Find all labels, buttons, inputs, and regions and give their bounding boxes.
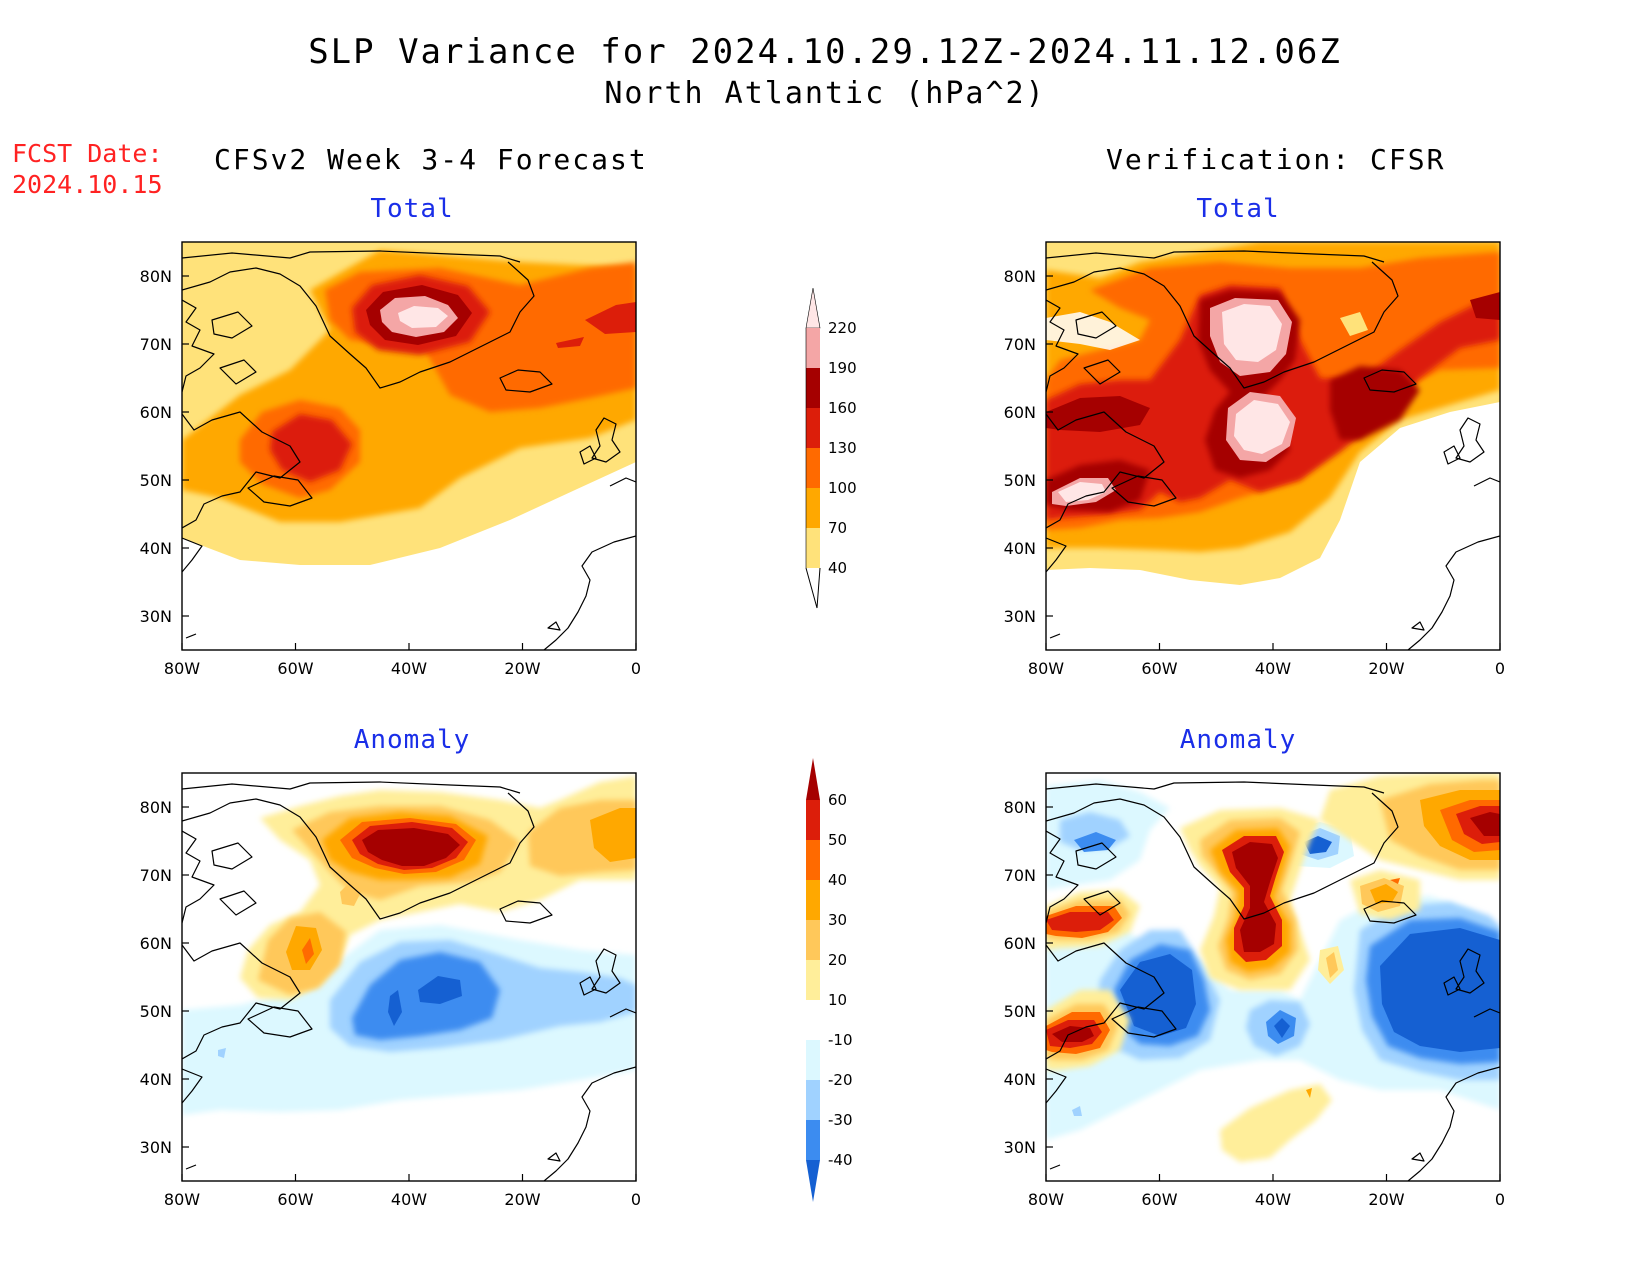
lon-tick-label: 0 [631, 1190, 641, 1209]
lat-tick-label: 70N [140, 866, 172, 885]
lat-tick-label: 70N [1004, 866, 1036, 885]
colorbar-segment [806, 920, 820, 960]
lon-tick-label: 40W [391, 1190, 427, 1209]
lat-tick-label: 40N [140, 539, 172, 558]
panel-forecast-total [181, 241, 637, 651]
lon-tick-label: 0 [631, 659, 641, 678]
colorbar-label: 190 [828, 359, 857, 377]
colorbar-total: 220 190 160 130 100 70 40 [805, 287, 857, 609]
lon-tick-label: 20W [504, 1190, 540, 1209]
column-title-verification: Verification: CFSR [1106, 143, 1446, 176]
lon-tick-label: 80W [1028, 659, 1064, 678]
colorbar-label: 30 [828, 911, 847, 929]
lon-tick-label: 60W [1141, 1190, 1177, 1209]
fcst-date-label: FCST Date: [12, 139, 163, 168]
colorbar-label: -10 [828, 1031, 853, 1049]
colorbar-label: 50 [828, 831, 847, 849]
lon-tick-label: 80W [1028, 1190, 1064, 1209]
colorbar-label: 100 [828, 479, 857, 497]
lon-tick-label: 20W [1368, 1190, 1404, 1209]
lat-tick-label: 60N [1004, 934, 1036, 953]
colorbar-label: 160 [828, 399, 857, 417]
lon-tick-label: 20W [1368, 659, 1404, 678]
colorbar-segment [806, 1040, 820, 1080]
lon-tick-label: 80W [164, 1190, 200, 1209]
colorbar-label: 20 [828, 951, 847, 969]
main-title: SLP Variance for 2024.10.29.12Z-2024.11.… [308, 32, 1342, 72]
main-subtitle: North Atlantic (hPa^2) [604, 76, 1046, 111]
lat-tick-label: 70N [140, 335, 172, 354]
colorbar-segment [806, 528, 820, 568]
lat-tick-label: 50N [1004, 1002, 1036, 1021]
lat-tick-label: 30N [140, 1138, 172, 1157]
panel-verification-total [1045, 241, 1501, 651]
lon-tick-label: 40W [1255, 659, 1291, 678]
lon-tick-label: 60W [277, 659, 313, 678]
colorbar-top-arrow [806, 758, 820, 800]
lon-tick-label: 60W [1141, 659, 1177, 678]
lat-tick-label: 50N [1004, 471, 1036, 490]
fcst-date-value: 2024.10.15 [12, 170, 163, 199]
colorbar-label: 220 [828, 319, 857, 337]
colorbar-segment [806, 800, 820, 840]
colorbar-label: 70 [828, 519, 847, 537]
colorbar-segment [806, 488, 820, 528]
lat-tick-label: 80N [140, 798, 172, 817]
lon-tick-label: 0 [1495, 659, 1505, 678]
lat-tick-label: 30N [1004, 1138, 1036, 1157]
lat-tick-label: 80N [1004, 798, 1036, 817]
colorbar-top-arrow [805, 287, 821, 329]
colorbar-bottom-arrow [806, 1160, 820, 1202]
axis-labels: 80W 60W 40W 20W 0 80N 70N 60N 50N 40N 30N 80W 60W 40W… [140, 267, 1505, 1209]
colorbar-segment [806, 960, 820, 1000]
colorbar-segment [806, 408, 820, 448]
panel-verification-anomaly [1045, 772, 1501, 1182]
colorbar-label: -30 [828, 1111, 853, 1129]
panel-title-forecast-anomaly: Anomaly [353, 725, 471, 755]
lon-tick-label: 20W [504, 659, 540, 678]
lon-tick-label: 60W [277, 1190, 313, 1209]
colorbar-label: -20 [828, 1071, 853, 1089]
lat-tick-label: 60N [140, 403, 172, 422]
colorbar-segment [806, 1080, 820, 1120]
column-title-forecast: CFSv2 Week 3-4 Forecast [214, 143, 648, 176]
lon-tick-label: 40W [1255, 1190, 1291, 1209]
colorbar-label: 130 [828, 439, 857, 457]
colorbar-bottom-arrow [805, 567, 821, 609]
panel-title-forecast-total: Total [370, 194, 454, 224]
colorbar-segment [806, 840, 820, 880]
lat-tick-label: 80N [140, 267, 172, 286]
lat-tick-label: 80N [1004, 267, 1036, 286]
colorbar-segment [806, 328, 820, 368]
colorbar-label: 40 [828, 559, 847, 577]
lat-tick-label: 60N [140, 934, 172, 953]
panel-title-verification-total: Total [1196, 194, 1280, 224]
lat-tick-label: 30N [140, 607, 172, 626]
colorbar-label: 60 [828, 791, 847, 809]
colorbar-segment [806, 1120, 820, 1160]
colorbar-label: 10 [828, 991, 847, 1009]
lat-tick-label: 30N [1004, 607, 1036, 626]
lat-tick-label: 70N [1004, 335, 1036, 354]
lat-tick-label: 40N [1004, 539, 1036, 558]
lat-tick-label: 40N [1004, 1070, 1036, 1089]
panel-title-verification-anomaly: Anomaly [1179, 725, 1297, 755]
lon-tick-label: 0 [1495, 1190, 1505, 1209]
lat-tick-label: 50N [140, 471, 172, 490]
colorbar-label: -40 [828, 1151, 853, 1169]
colorbar-anomaly: 60 50 40 30 20 10 -10 -20 -30 -40 [806, 758, 853, 1202]
colorbar-segment [806, 880, 820, 920]
lon-tick-label: 80W [164, 659, 200, 678]
lat-tick-label: 50N [140, 1002, 172, 1021]
lat-tick-label: 40N [140, 1070, 172, 1089]
panel-forecast-anomaly [181, 772, 637, 1182]
lon-tick-label: 40W [391, 659, 427, 678]
colorbar-label: 40 [828, 871, 847, 889]
colorbar-segment [806, 448, 820, 488]
lat-tick-label: 60N [1004, 403, 1036, 422]
colorbar-segment [806, 1000, 820, 1040]
colorbar-segment [806, 368, 820, 408]
